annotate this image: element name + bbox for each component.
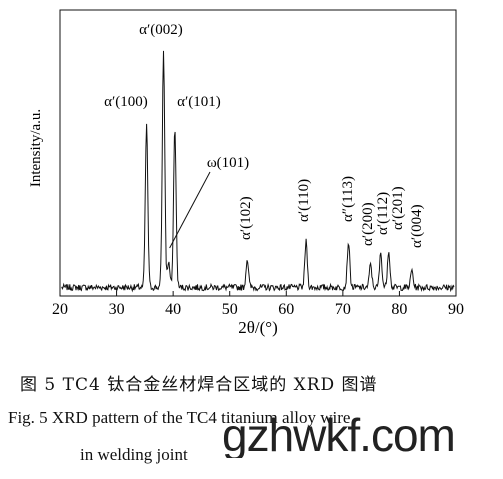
omega-peak-leader-line <box>169 171 211 249</box>
x-axis-label: 2θ/(°) <box>238 318 278 337</box>
y-axis-label: Intensity/a.u. <box>28 109 44 187</box>
peak-label: α′(110) <box>296 179 312 222</box>
peak-label: α′(102) <box>238 196 254 240</box>
caption-english-line1: Fig. 5 XRD pattern of the TC4 titanium a… <box>8 408 351 427</box>
plot-frame <box>59 9 457 297</box>
peak-label: α′(101) <box>177 94 221 110</box>
x-tick-label: 70 <box>335 301 351 318</box>
x-ticks: 20 30 40 50 60 70 80 90 <box>52 291 464 318</box>
peak-label: α′(201) <box>390 186 406 230</box>
peak-label: α′(002) <box>139 22 183 38</box>
x-tick-label: 50 <box>222 301 238 318</box>
x-tick-label: 30 <box>109 301 125 318</box>
x-tick-label: 40 <box>165 301 181 318</box>
peak-label: α′(004) <box>409 204 425 248</box>
x-tick-label: 20 <box>52 301 68 318</box>
caption-english-line2: in welding joint <box>80 445 188 464</box>
peak-labels: α′(100) α′(002) ω(101) α′(101) α′(102) α′(110… <box>104 22 425 249</box>
x-tick-label: 80 <box>391 301 407 318</box>
peak-label: α″(113) <box>340 176 356 222</box>
watermark: gzhwkf.com <box>222 412 456 458</box>
caption-chinese: 图 5 TC4 钛合金丝材焊合区域的 XRD 图谱 <box>20 375 378 395</box>
axes <box>59 9 457 297</box>
peak-label: α′(100) <box>104 94 148 110</box>
xrd-pattern-line <box>61 50 455 293</box>
peak-label: α′(200) <box>360 202 376 246</box>
x-tick-label: 90 <box>448 301 464 318</box>
xrd-chart: 20 30 40 50 60 70 80 90 α′(100)α′(002)ω(101)α′(… <box>28 9 464 337</box>
peak-label: ω(101) <box>207 155 249 171</box>
x-tick-label: 60 <box>278 301 294 318</box>
xrd-figure: 20 30 40 50 60 70 80 90 α′(100) α′(002) ω(101) α′(… <box>28 9 464 337</box>
peak-label: α′(112) <box>375 192 391 235</box>
